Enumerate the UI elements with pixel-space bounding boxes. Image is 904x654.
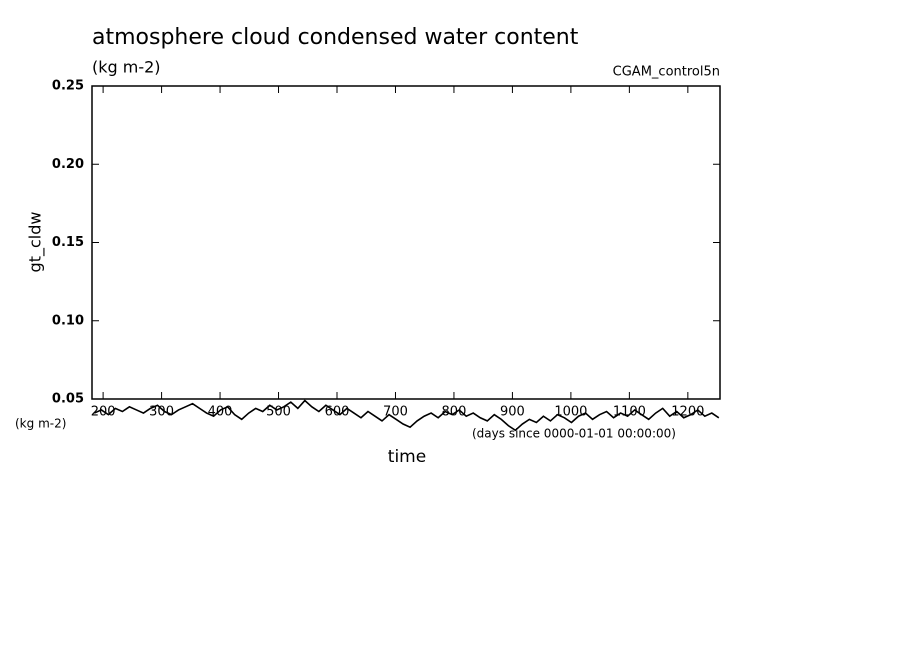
x-tick-label: 1100	[613, 405, 646, 420]
x-tick-label: 500	[266, 405, 291, 420]
y-tick-label: 0.25	[52, 79, 84, 94]
y-tick-label: 0.10	[52, 313, 84, 328]
y-tick-label: 0.15	[52, 235, 84, 250]
x-axis-units: (days since 0000-01-01 00:00:00)	[472, 427, 676, 441]
chart-subtitle: (kg m-2)	[92, 58, 161, 77]
x-tick-label: 900	[500, 405, 525, 420]
x-tick-label: 800	[442, 405, 467, 420]
plot-frame	[91, 85, 721, 400]
y-tick-label: 0.05	[52, 392, 84, 407]
chart-title: atmosphere cloud condensed water content	[92, 25, 579, 50]
x-tick-label: 1000	[554, 405, 587, 420]
y-tick-label: 0.20	[52, 157, 84, 172]
x-tick-label: 300	[149, 405, 174, 420]
data-line	[94, 399, 720, 432]
x-tick-label: 1200	[671, 405, 704, 420]
annotation: CGAM_control5n	[613, 65, 720, 80]
y-axis-label: gt_cldw	[26, 212, 46, 273]
x-axis-label: time	[388, 447, 426, 467]
x-tick-label: 400	[208, 405, 233, 420]
y-axis-units: (kg m-2)	[15, 417, 66, 431]
